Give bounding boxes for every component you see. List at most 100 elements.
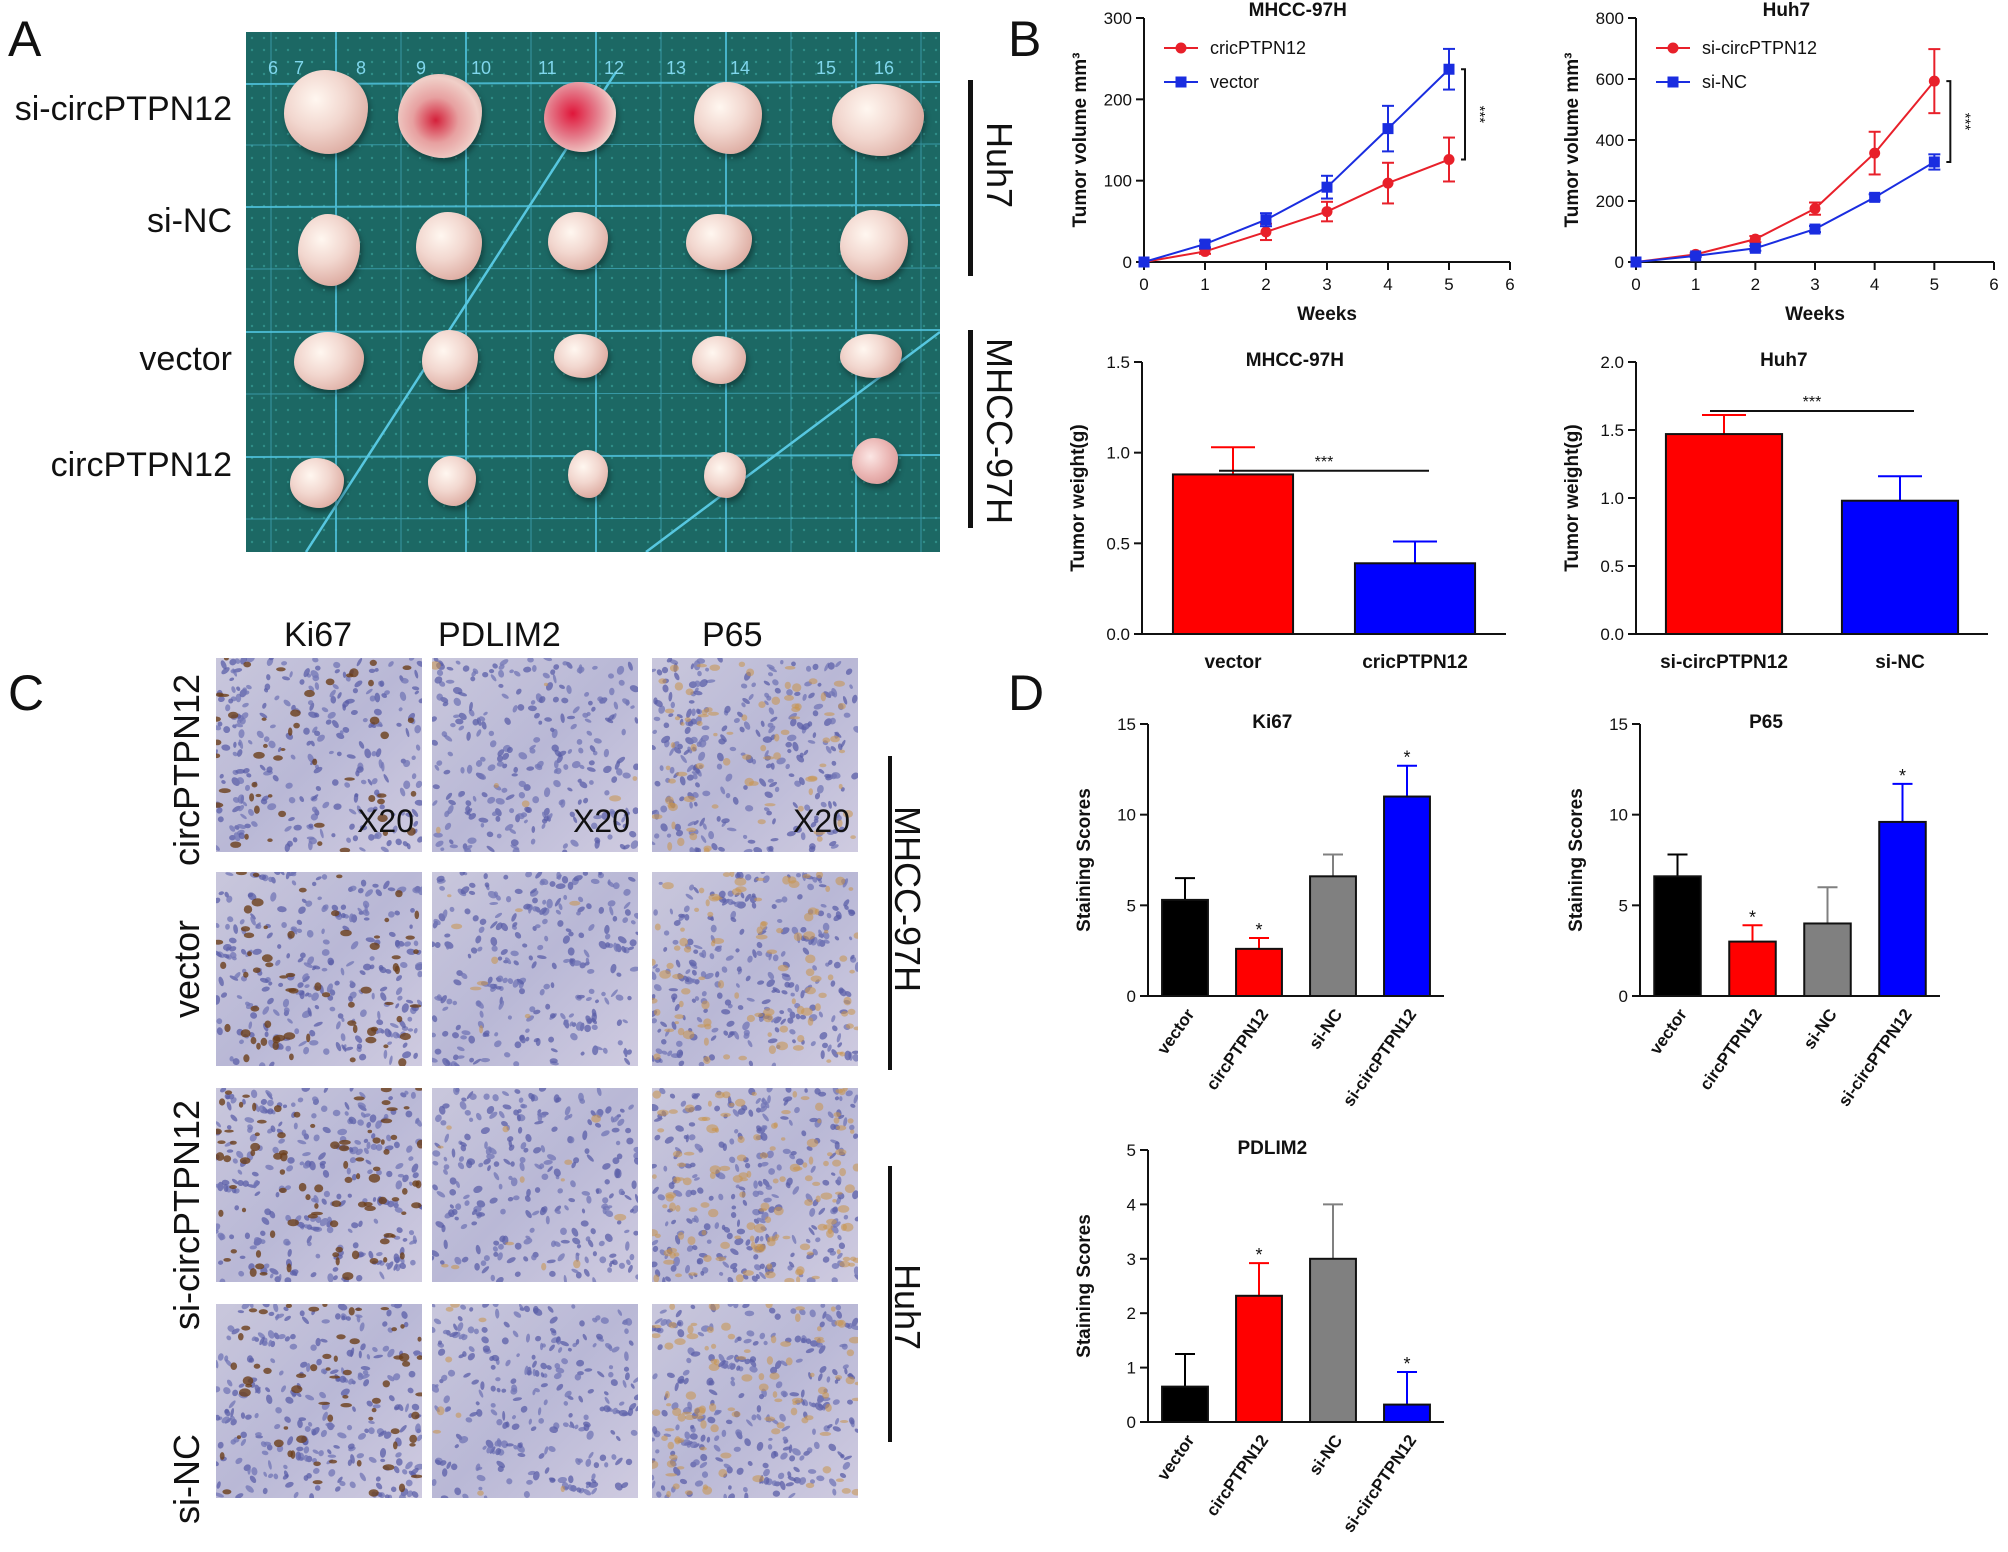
tumor-sample bbox=[852, 438, 898, 484]
x-tick-label: si-NC bbox=[1305, 1431, 1346, 1478]
y-tick-label: 200 bbox=[1596, 192, 1624, 211]
y-tick-label: 3 bbox=[1127, 1250, 1136, 1269]
x-tick-label: 4 bbox=[1870, 275, 1879, 294]
group-label-huh7: Huh7 bbox=[887, 1264, 928, 1351]
data-point bbox=[1869, 191, 1881, 203]
tumor-sample bbox=[694, 82, 762, 154]
data-point bbox=[1690, 250, 1702, 262]
significance-label: *** bbox=[1956, 113, 1973, 131]
x-tick-label: 5 bbox=[1930, 275, 1939, 294]
row-label-si-nc: si-NC bbox=[147, 202, 232, 240]
row-label-si-circptpn12: si-circPTPN12 bbox=[166, 1099, 207, 1330]
y-tick-label: 0 bbox=[1619, 987, 1628, 1006]
row-label-vector: vector bbox=[139, 340, 232, 378]
data-point bbox=[1260, 214, 1272, 226]
data-point bbox=[1321, 206, 1333, 218]
tumor-sample bbox=[290, 458, 344, 508]
data-point bbox=[1749, 242, 1761, 254]
data-point bbox=[1138, 256, 1150, 268]
series-line bbox=[1635, 80, 1936, 263]
ihc-image-tile bbox=[216, 1088, 422, 1282]
ihc-image-tile bbox=[432, 1304, 638, 1498]
significance-star: * bbox=[1255, 1245, 1262, 1265]
y-tick-label: 600 bbox=[1596, 70, 1624, 89]
ihc-texture bbox=[432, 658, 638, 852]
ihc-image-tile bbox=[432, 872, 638, 1066]
y-tick-label: 1.0 bbox=[1106, 444, 1130, 463]
x-tick-label: vector bbox=[1204, 652, 1262, 673]
y-tick-label: 0.5 bbox=[1106, 534, 1130, 553]
x-tick-label: 2 bbox=[1751, 275, 1760, 294]
x-tick-label: 2 bbox=[1261, 275, 1270, 294]
y-tick-label: 100 bbox=[1104, 172, 1132, 191]
data-point bbox=[1630, 256, 1642, 268]
tumor-sample bbox=[544, 82, 616, 152]
x-tick-label: vector bbox=[1646, 1005, 1691, 1058]
y-tick-label: 400 bbox=[1596, 131, 1624, 150]
data-point bbox=[1260, 226, 1272, 238]
significance-star: * bbox=[1899, 766, 1906, 786]
data-point bbox=[1809, 203, 1821, 215]
panel-letter-a: A bbox=[8, 11, 42, 67]
ruler-number: 12 bbox=[604, 58, 625, 78]
x-tick-label: circPTPN12 bbox=[1696, 1005, 1766, 1093]
x-tick-label: vector bbox=[1153, 1431, 1198, 1484]
y-tick-label: 5 bbox=[1619, 896, 1628, 915]
group-bracket bbox=[888, 1166, 892, 1442]
data-point bbox=[1809, 223, 1821, 235]
column-header-pdlim2: PDLIM2 bbox=[438, 616, 561, 654]
significance-label: *** bbox=[1315, 454, 1334, 471]
ihc-texture bbox=[432, 1304, 638, 1498]
y-tick-label: 0.0 bbox=[1600, 625, 1624, 644]
tumor-sample bbox=[298, 214, 360, 286]
chart-title: MHCC-97H bbox=[1246, 350, 1344, 371]
y-tick-label: 0 bbox=[1123, 253, 1132, 272]
y-tick-label: 10 bbox=[1117, 806, 1136, 825]
chart-title: MHCC-97H bbox=[1249, 0, 1347, 21]
y-tick-label: 1 bbox=[1127, 1359, 1136, 1378]
data-point bbox=[1928, 75, 1940, 87]
tumor-sample bbox=[554, 334, 608, 378]
chart-b3: 0.0 0.5 1.0 1.5 MHCC-97H Tumor weight(g) vecto… bbox=[1068, 350, 1506, 673]
tumor-sample bbox=[840, 334, 902, 378]
ihc-image-tile bbox=[216, 872, 422, 1066]
data-point bbox=[1443, 63, 1455, 75]
legend-marker bbox=[1175, 76, 1187, 88]
series-line bbox=[1143, 68, 1450, 263]
x-tick-label: 0 bbox=[1631, 275, 1640, 294]
chart-b2: 0 200 400 600 800 Huh7 Tumor volume mm³ 0 1 2 3 4 5 6… bbox=[1562, 0, 1999, 325]
x-axis-label: Weeks bbox=[1785, 304, 1845, 325]
x-tick-label: si-NC bbox=[1800, 1005, 1841, 1052]
bar bbox=[1383, 1403, 1431, 1424]
group-bracket bbox=[888, 756, 892, 1070]
magnification-label: X20 bbox=[793, 803, 850, 839]
tumor-sample bbox=[692, 336, 746, 384]
series-line bbox=[1635, 161, 1935, 263]
bar bbox=[1728, 940, 1777, 997]
chart-title: Huh7 bbox=[1763, 0, 1811, 21]
x-tick-label: 6 bbox=[1989, 275, 1998, 294]
x-tick-label: 4 bbox=[1383, 275, 1392, 294]
data-point bbox=[1630, 256, 1642, 268]
y-tick-label: 2.0 bbox=[1600, 353, 1624, 372]
bar bbox=[1235, 1294, 1283, 1423]
bar bbox=[1878, 820, 1927, 997]
chart-b1: 0 100 200 300 MHCC-97H Tumor volume mm³ 0 1 2 3 4 5… bbox=[1070, 0, 1515, 325]
legend-label: si-NC bbox=[1702, 72, 1747, 92]
y-tick-label: 1.5 bbox=[1106, 353, 1130, 372]
ihc-image-tile: X20 bbox=[432, 658, 638, 852]
data-point bbox=[1199, 245, 1211, 257]
column-header-ki67: Ki67 bbox=[284, 616, 353, 654]
group-label-mhcc97h: MHCC-97H bbox=[979, 338, 1020, 525]
x-tick-label: si-circPTPN12 bbox=[1339, 1431, 1420, 1536]
legend-marker bbox=[1667, 76, 1679, 88]
row-label-circptpn12: circPTPN12 bbox=[166, 673, 207, 866]
significance-star: * bbox=[1749, 907, 1756, 927]
ihc-texture bbox=[652, 658, 858, 852]
row-label-si-nc: si-NC bbox=[166, 1434, 207, 1524]
data-point bbox=[1690, 248, 1702, 260]
chart-title: Ki67 bbox=[1252, 712, 1292, 733]
legend-label: vector bbox=[1210, 72, 1259, 92]
y-axis-label: Staining Scores bbox=[1074, 788, 1095, 932]
y-tick-label: 200 bbox=[1104, 90, 1132, 109]
